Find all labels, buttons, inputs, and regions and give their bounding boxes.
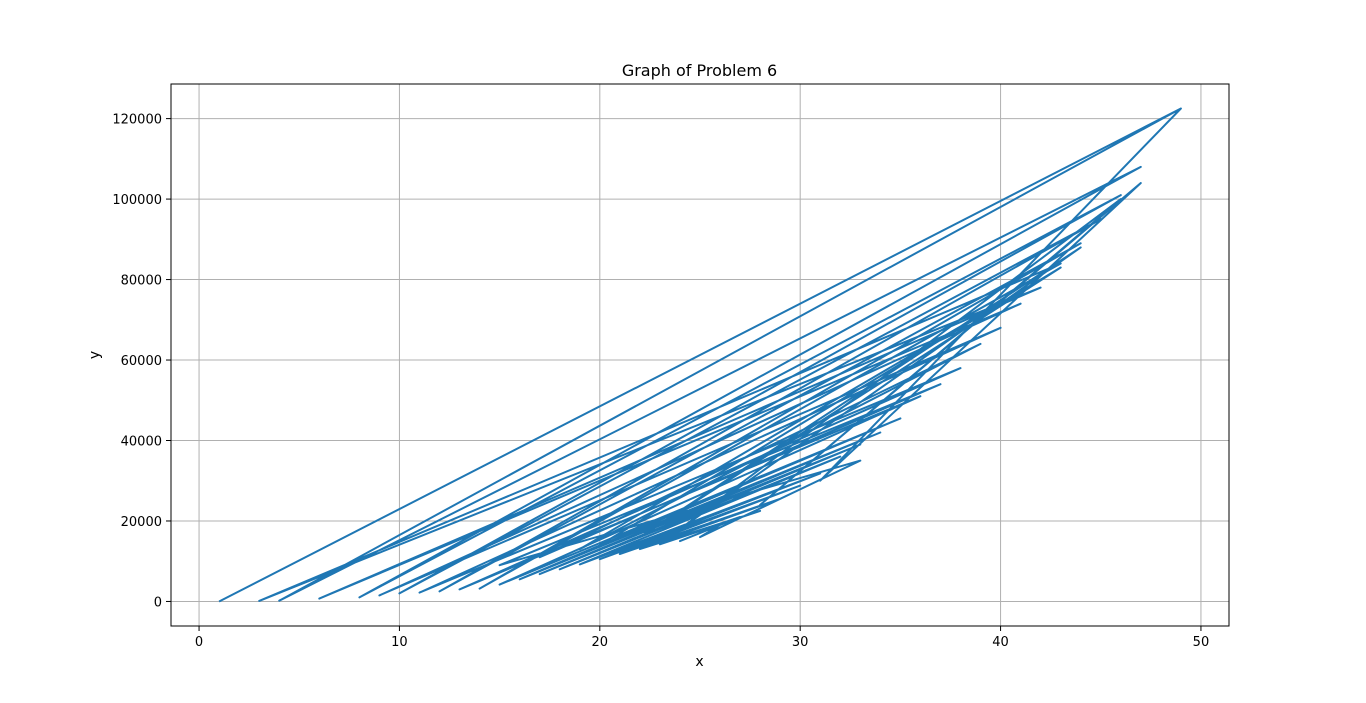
y-axis-label: y bbox=[87, 351, 103, 359]
y-tick-label: 60000 bbox=[121, 354, 162, 369]
series-line bbox=[218, 107, 1182, 603]
y-tick-label: 100000 bbox=[112, 193, 162, 208]
x-tick-label: 40 bbox=[992, 635, 1009, 650]
chart-title: Graph of Problem 6 bbox=[622, 61, 777, 80]
y-tick-label: 20000 bbox=[121, 515, 162, 530]
y-tick-label: 0 bbox=[154, 595, 162, 610]
x-tick-label: 20 bbox=[592, 635, 609, 650]
x-tick-label: 30 bbox=[792, 635, 809, 650]
plot-frame bbox=[170, 83, 1230, 627]
y-axis-ticks: 0 20000 40000 60000 80000 100000 120000 bbox=[112, 113, 171, 610]
y-tick-label: 40000 bbox=[121, 435, 162, 450]
y-tick-label: 80000 bbox=[121, 274, 162, 289]
x-tick-label: 0 bbox=[195, 635, 203, 650]
x-tick-label: 10 bbox=[391, 635, 408, 650]
x-axis-label: x bbox=[695, 654, 703, 670]
y-tick-label: 120000 bbox=[112, 113, 162, 128]
x-axis-ticks: 0 10 20 30 40 50 bbox=[195, 626, 1209, 650]
x-tick-label: 50 bbox=[1193, 635, 1210, 650]
series-layer bbox=[218, 107, 1182, 603]
